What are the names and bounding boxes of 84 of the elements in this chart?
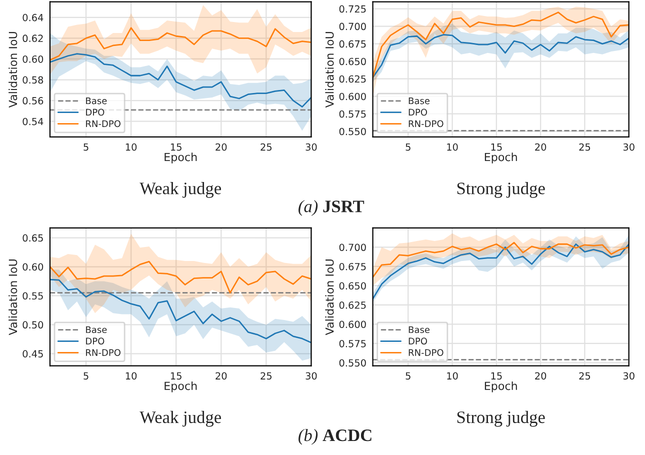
- y-tick-label: 0.700: [339, 22, 366, 30]
- y-tick-label: 0.700: [339, 244, 366, 252]
- x-tick-label: 10: [126, 372, 137, 380]
- y-tick-label: 0.60: [22, 263, 44, 271]
- y-axis-title: Validation IoU: [325, 32, 334, 108]
- x-tick-label: 20: [216, 372, 227, 380]
- y-tick-label: 0.54: [22, 118, 44, 126]
- x-tick-label: 5: [84, 144, 88, 151]
- text: Strong judge: [457, 182, 545, 198]
- legend-label: DPO: [408, 108, 428, 116]
- y-tick-label: 0.55: [22, 292, 43, 300]
- y-tick-label: 0.675: [339, 40, 366, 48]
- y-tick-label: 0.625: [339, 75, 366, 83]
- x-tick-label: 15: [170, 144, 182, 151]
- y-tick-label: 0.600: [339, 92, 366, 100]
- x-axis-title: Epoch: [484, 381, 517, 392]
- x-axis-title: Epoch: [484, 152, 517, 164]
- legend-label: Base: [408, 97, 430, 104]
- y-tick-label: 0.60: [22, 55, 44, 63]
- y-tick-label: 0.62: [22, 34, 43, 42]
- line-series: [372, 34, 629, 78]
- x-tick-label: 5: [406, 372, 410, 380]
- legend-label: RN-DPO: [408, 120, 444, 128]
- line-series: [50, 278, 312, 344]
- text: (a) JSRT: [298, 200, 364, 216]
- line-series: [372, 243, 629, 300]
- x-tick-label: 20: [535, 143, 546, 151]
- legend-label: RN-DPO: [408, 349, 444, 356]
- line-series: [50, 260, 312, 294]
- line-series: [50, 27, 312, 61]
- line-series: [372, 242, 629, 278]
- y-tick-label: 0.550: [339, 359, 366, 367]
- x-tick-label: 30: [306, 143, 317, 151]
- legend-label: Base: [86, 326, 107, 334]
- x-tick-label: 10: [126, 143, 137, 151]
- y-tick-label: 0.45: [22, 350, 43, 358]
- x-tick-label: 5: [406, 144, 410, 151]
- y-tick-label: 0.575: [339, 110, 366, 118]
- y-tick-label: 0.625: [339, 301, 366, 309]
- x-tick-label: 5: [84, 372, 88, 380]
- x-tick-label: 20: [535, 372, 546, 380]
- line-series: [372, 12, 629, 78]
- text: Weak judge: [140, 182, 221, 198]
- legend-label: DPO: [408, 338, 428, 344]
- y-tick-label: 0.725: [339, 5, 366, 13]
- y-axis-title: Validation IoU: [325, 260, 334, 336]
- legend-label: DPO: [86, 108, 104, 116]
- legend-label: Base: [86, 97, 107, 104]
- y-tick-label: 0.56: [22, 97, 44, 104]
- legend-label: Base: [408, 326, 430, 334]
- x-tick-label: 15: [170, 372, 182, 380]
- y-tick-label: 0.600: [339, 320, 366, 328]
- x-tick-label: 25: [260, 143, 272, 151]
- y-tick-label: 0.50: [22, 321, 44, 329]
- x-tick-label: 30: [623, 372, 634, 380]
- legend-label: RN-DPO: [86, 120, 120, 128]
- line-series: [50, 53, 312, 108]
- y-axis-title: Validation IoU: [8, 260, 18, 336]
- x-axis-title: Epoch: [164, 152, 197, 164]
- y-tick-label: 0.650: [339, 58, 366, 66]
- text: Weak judge: [140, 410, 221, 427]
- y-tick-label: 0.58: [22, 76, 44, 84]
- x-tick-label: 25: [260, 372, 272, 380]
- legend-label: DPO: [86, 338, 104, 344]
- y-axis-title: Validation IoU: [8, 32, 18, 108]
- x-tick-label: 15: [491, 372, 502, 380]
- x-tick-label: 10: [447, 143, 458, 151]
- text: (b) ACDC: [298, 428, 372, 445]
- x-tick-label: 25: [579, 143, 590, 151]
- y-tick-label: 0.550: [339, 128, 366, 136]
- x-tick-label: 25: [579, 372, 590, 380]
- x-tick-label: 20: [216, 143, 227, 151]
- x-tick-label: 10: [447, 372, 458, 380]
- y-tick-label: 0.675: [339, 262, 366, 270]
- y-tick-label: 0.64: [22, 14, 44, 22]
- y-tick-label: 0.650: [339, 282, 366, 290]
- y-tick-label: 0.575: [339, 340, 366, 348]
- x-tick-label: 15: [491, 144, 502, 151]
- legend-label: RN-DPO: [86, 349, 120, 356]
- x-tick-label: 30: [623, 143, 634, 151]
- text: Strong judge: [457, 410, 545, 427]
- x-axis-title: Epoch: [164, 381, 197, 392]
- y-tick-label: 0.65: [22, 234, 43, 242]
- x-tick-label: 30: [306, 372, 317, 380]
